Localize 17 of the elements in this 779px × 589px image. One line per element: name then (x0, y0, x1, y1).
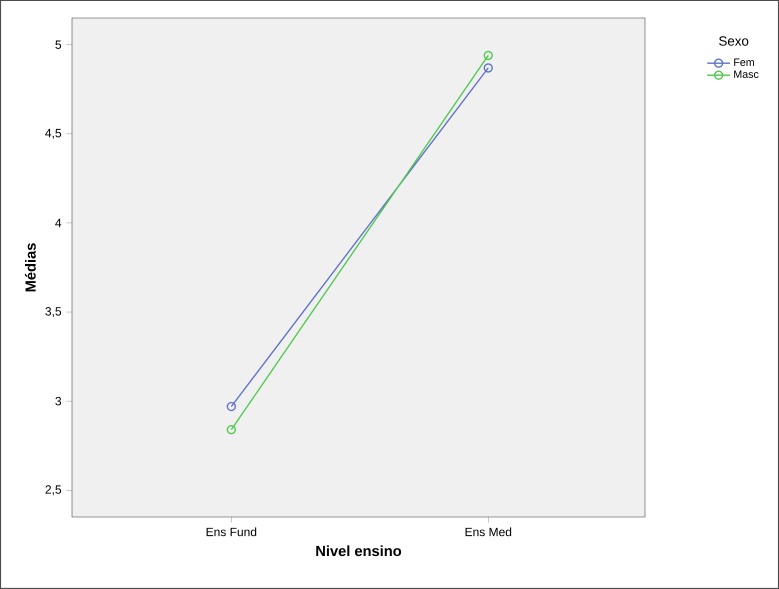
x-axis-title: Nivel ensino (316, 545, 402, 556)
legend-label: Fem (734, 58, 754, 66)
y-tick-label: 3 (55, 396, 62, 406)
legend-title: Sexo (719, 36, 748, 46)
y-axis-title: Médias (24, 243, 36, 292)
y-tick-label: 2,5 (46, 485, 62, 496)
point (226, 424, 236, 434)
legend-label: Masc (734, 70, 759, 78)
point (226, 402, 236, 412)
point (484, 63, 493, 73)
y-tick-label: 4,5 (45, 128, 62, 139)
point (484, 50, 493, 60)
y-tick-label: 5 (55, 40, 62, 49)
x-tick-label: Ens Med (466, 527, 512, 536)
x-tick-label: Ens Fund (206, 527, 256, 536)
y-tick-label: 3,5 (45, 307, 62, 317)
y-tick-label: 4 (55, 218, 62, 228)
